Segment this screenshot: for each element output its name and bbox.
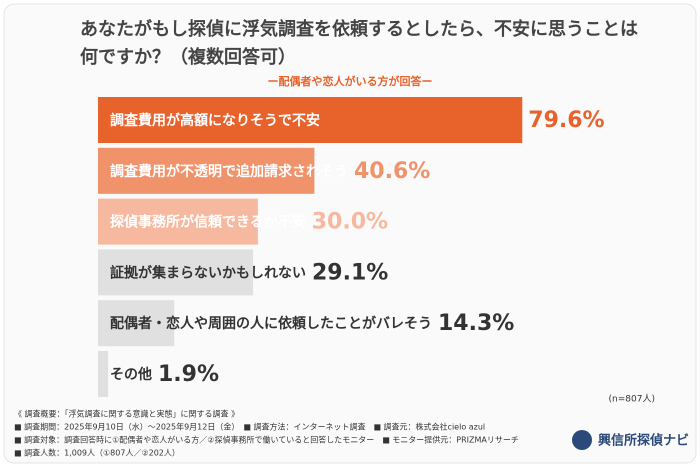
value-label: 14.3% — [438, 311, 514, 336]
bar-label: 探偵事務所が信頼できるか不安 — [110, 214, 306, 231]
chart-title: あなたがもし探偵に浮気調査を依頼するとしたら、不安に思うことは — [80, 18, 638, 40]
value-label: 29.1% — [312, 260, 388, 285]
subtitle: ー配偶者や恋人がいる方が回答ー — [268, 74, 433, 88]
bar — [98, 300, 175, 347]
logo-text: 興信所探偵ナビ — [598, 433, 689, 449]
footnote: ■ 調査人数：1,009人（①807人／②202人） — [14, 448, 180, 458]
footnote: ■ 調査期間：2025年9月10日（水）～2025年9月12日（金） ■ 調査方… — [14, 422, 485, 432]
bar-label: 配偶者・恋人や周囲の人に依頼したことがバレそう — [110, 315, 432, 332]
bar — [98, 147, 315, 194]
value-label: 30.0% — [312, 210, 388, 235]
bar — [98, 249, 254, 296]
bar-label: 調査費用が高額になりそうで不安 — [110, 112, 320, 129]
footnote: 《 調査概要：「浮気調査に関する意識と実態」に関する調査 》 — [14, 409, 239, 419]
bar — [98, 97, 523, 143]
bar-label: 証拠が集まらないかもしれない — [110, 264, 306, 281]
bar-label: その他 — [110, 366, 152, 383]
value-label: 79.6% — [528, 108, 604, 133]
logo: 興信所探偵ナビ — [572, 430, 689, 450]
footnote: ■ 調査対象：調査回答時に①配偶者や恋人がいる方／②探偵事務所で働いていると回答… — [14, 435, 519, 445]
bar — [98, 198, 258, 245]
bar-label: 調査費用が不透明で追加請求されそう — [110, 163, 348, 180]
sample-note: (n=807人) — [609, 394, 655, 405]
logo-icon — [572, 430, 592, 450]
bar — [98, 351, 109, 397]
chart-title: 何ですか？（複数回答可） — [80, 46, 296, 68]
value-label: 1.9% — [158, 362, 219, 387]
value-label: 40.6% — [354, 159, 430, 184]
